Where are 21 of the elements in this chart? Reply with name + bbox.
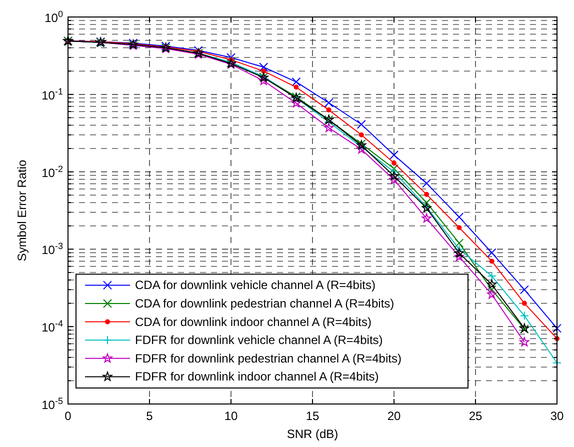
y-tick-label: 10$^{-4}$ <box>42 318 63 335</box>
y-tick-label: 10$^{-5}$ <box>42 396 63 412</box>
legend-label: CDA for downlink pedestrian channel A (R=4bits) <box>135 296 394 310</box>
x-tick-label: 30 <box>550 409 564 423</box>
x-tick-label: 15 <box>306 409 320 423</box>
y-axis-title: Symbol Error Ratio <box>15 160 29 262</box>
x-tick-label: 10 <box>224 409 238 423</box>
legend-label: CDA for downlink indoor channel A (R=4bits) <box>135 314 372 329</box>
y-tick-label: 10$^{-2}$ <box>42 164 63 180</box>
y-tick-label: 10$^{-3}$ <box>42 241 63 258</box>
x-tick-label: 25 <box>468 409 482 423</box>
y-tick-label: 10$^{0}$ <box>44 9 63 25</box>
x-axis-title: SNR (dB) <box>286 427 338 441</box>
x-tick-label: 5 <box>146 409 154 423</box>
x-tick-label: 0 <box>64 409 72 423</box>
legend-label: FDFR for downlink indoor channel A (R=4bits) <box>135 370 379 384</box>
x-tick-label: 20 <box>387 409 401 423</box>
legend-label: CDA for downlink vehicle channel A (R=4bits) <box>135 278 376 292</box>
legend-label: FDFR for downlink vehicle channel A (R=4bits) <box>135 333 383 348</box>
legend-label: FDFR for downlink pedestrian channel A (R=4bits) <box>135 351 402 366</box>
y-tick-label: 10$^{-1}$ <box>42 86 63 102</box>
